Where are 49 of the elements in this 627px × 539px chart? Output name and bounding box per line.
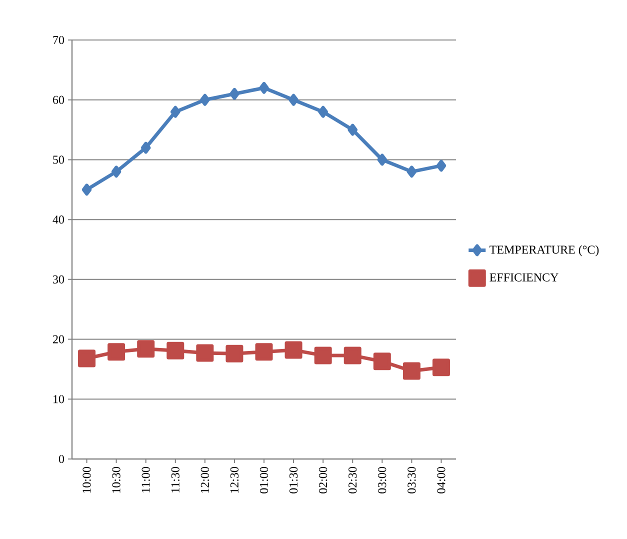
x-tick-label: 10:00: [82, 466, 91, 493]
y-tick-label: 70: [53, 36, 64, 44]
point: [196, 344, 214, 362]
x-tick-label: 03:30: [408, 466, 416, 494]
x-tick-label: 12:00: [200, 466, 209, 493]
y-tick-label: 10: [54, 395, 64, 404]
point: [406, 166, 417, 178]
x-tick-label: 04:00: [437, 466, 446, 494]
point: [140, 142, 151, 154]
point: [344, 346, 362, 364]
point: [373, 352, 391, 370]
point: [318, 106, 328, 118]
point: [200, 94, 210, 106]
y-tick-label: 60: [52, 96, 64, 104]
point: [78, 350, 96, 368]
x-tick-label: 10:30: [112, 466, 120, 493]
x-tick-label: 02:30: [348, 466, 357, 494]
point: [314, 346, 332, 364]
point: [111, 166, 122, 178]
point: [255, 343, 273, 361]
x-tick-label: 03:00: [378, 466, 386, 494]
point: [377, 154, 388, 166]
point: [230, 88, 240, 100]
point: [284, 341, 302, 359]
point: [259, 82, 269, 94]
y-tick-label: 0: [58, 454, 64, 464]
point: [348, 124, 358, 136]
x-tick-label: 11:30: [171, 466, 180, 492]
legend-label: TEMPERATURE (°C): [490, 245, 599, 256]
y-tick-label: 20: [53, 335, 64, 344]
x-tick-label: 02:00: [319, 466, 328, 494]
point: [402, 362, 420, 380]
y-tick-label: 50: [53, 156, 64, 164]
y-tick-label: 30: [53, 275, 64, 284]
point: [108, 343, 126, 361]
point: [432, 358, 450, 376]
y-tick-label: 40: [52, 216, 64, 224]
legend-label: EFFICIENCY: [490, 273, 558, 282]
point: [226, 344, 244, 362]
point: [137, 340, 155, 358]
point: [166, 342, 184, 360]
point: [288, 94, 298, 106]
point: [82, 184, 92, 196]
x-tick-label: 11:00: [142, 466, 150, 492]
point: [436, 160, 446, 172]
x-tick-label: 01:00: [260, 466, 268, 494]
point: [170, 106, 180, 118]
x-tick-label: 01:30: [289, 466, 298, 494]
x-tick-label: 12:30: [230, 466, 239, 493]
